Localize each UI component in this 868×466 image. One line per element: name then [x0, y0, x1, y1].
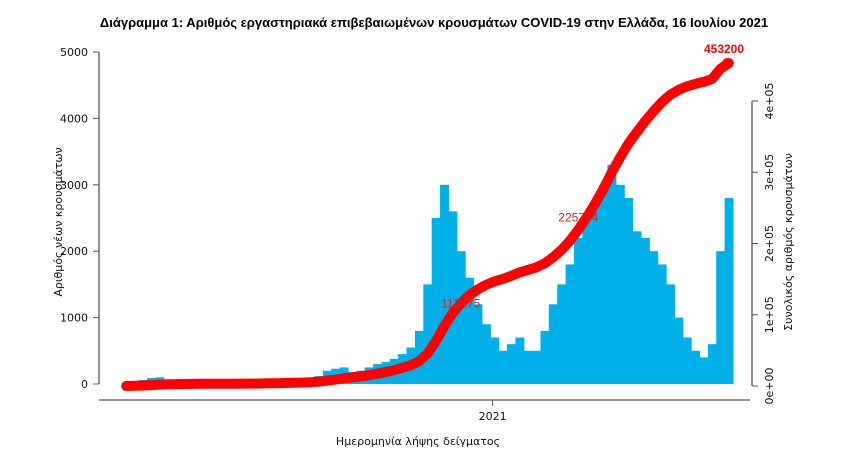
x-axis: 2021: [99, 399, 750, 423]
bar: [440, 184, 450, 384]
bar: [724, 198, 734, 384]
annotation-total: 453200: [704, 42, 744, 56]
left-tick-label: 5000: [60, 46, 88, 59]
bar: [691, 350, 701, 384]
bar: [590, 204, 600, 384]
bar: [573, 237, 583, 384]
bar: [599, 184, 609, 384]
annotation-half: 225734: [558, 211, 598, 225]
left-tick-label: 0: [81, 378, 88, 391]
left-y-axis-label: Αριθμός νέων κρουσμάτων: [52, 147, 65, 296]
bar: [431, 218, 441, 384]
bar: [640, 237, 650, 384]
bar: [582, 218, 592, 384]
bar: [540, 330, 550, 384]
bar: [674, 317, 684, 384]
bar: [624, 198, 634, 384]
chart-title: Διάγραμμα 1: Αριθμός εργαστηριακά επιβεβ…: [100, 15, 768, 30]
annotation-quarter: 113475: [441, 296, 480, 310]
bar: [515, 337, 525, 384]
right-tick-label: 3e+05: [763, 154, 776, 191]
right-y-axis: 0e+00 1e+05 2e+05 3e+05 4e+05: [751, 83, 776, 405]
bar: [473, 304, 483, 384]
bar: [507, 344, 516, 384]
right-tick-label: 2e+05: [763, 225, 776, 262]
bar: [632, 231, 642, 384]
right-y-axis-label: Συνολικός αριθμός κρουσμάτων: [782, 153, 795, 331]
bar: [657, 264, 667, 384]
bar: [649, 251, 659, 384]
bar: [707, 344, 717, 384]
bar: [490, 337, 500, 384]
bar: [666, 284, 675, 384]
bar: [716, 251, 726, 384]
left-tick-label: 2000: [60, 245, 88, 258]
bar: [465, 277, 475, 384]
bar: [682, 337, 692, 384]
x-axis-label: Ημερομηνία λήψης δείγματος: [336, 435, 500, 448]
left-tick-label: 3000: [60, 179, 88, 192]
bar: [532, 350, 542, 384]
bar: [548, 304, 558, 384]
bar: [699, 357, 709, 384]
right-tick-label: 0e+00: [763, 368, 776, 405]
left-tick-label: 1000: [60, 312, 88, 325]
x-tick-label: 2021: [479, 410, 507, 423]
left-y-axis: 0 1000 2000 3000 4000 5000: [60, 46, 100, 391]
bar: [498, 350, 508, 384]
bar: [557, 284, 567, 384]
bar: [456, 251, 466, 384]
bar: [523, 350, 533, 384]
annotations: 453200 113475 225734: [441, 42, 744, 310]
bar: [565, 264, 575, 384]
bar: [481, 324, 491, 384]
bar: [607, 164, 617, 384]
bar: [423, 284, 433, 384]
bar: [615, 184, 625, 384]
cumulative-cases-line: [121, 58, 734, 391]
right-tick-label: 4e+05: [763, 83, 776, 120]
left-tick-label: 4000: [60, 112, 88, 125]
bar: [448, 211, 458, 384]
right-tick-label: 1e+05: [763, 296, 776, 333]
